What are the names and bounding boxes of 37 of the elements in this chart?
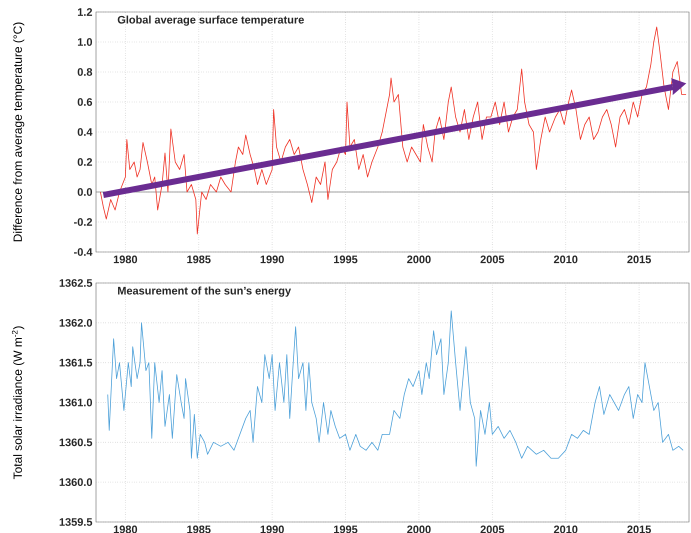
x-tick-label: 2010 xyxy=(554,256,578,264)
y-axis-title: Difference from average temperature (°C) xyxy=(13,22,24,242)
chart-title: Global average surface temperature xyxy=(118,16,304,26)
chart-title: Measurement of the sun’s energy xyxy=(118,286,292,297)
x-tick-label: 2010 xyxy=(554,526,578,533)
y-tick-label: 1362.0 xyxy=(60,318,92,327)
y-tick-label: 0.6 xyxy=(78,98,92,106)
x-tick-label: 2000 xyxy=(407,256,431,264)
y-tick-label: 1.0 xyxy=(78,38,92,46)
y-tick-label: 1361.0 xyxy=(60,398,92,406)
x-tick-label: 1980 xyxy=(114,256,138,264)
x-tick-label: 1985 xyxy=(187,526,211,533)
x-tick-label: 1995 xyxy=(334,256,358,264)
y-tick-label: 1360.5 xyxy=(60,438,92,446)
y-tick-label: 0.0 xyxy=(78,188,92,196)
x-tick-label: 2000 xyxy=(407,526,431,533)
y-tick-label: 1360.0 xyxy=(60,478,92,486)
y-tick-label: 0.8 xyxy=(78,68,92,76)
y-tick-label: -0.4 xyxy=(74,248,92,256)
y-tick-label: 1362.5 xyxy=(60,279,92,287)
y-tick-label: 1361.5 xyxy=(60,358,92,367)
x-tick-label: 2015 xyxy=(627,526,651,533)
x-tick-label: 2005 xyxy=(480,526,504,533)
x-tick-label: 1985 xyxy=(187,256,211,264)
x-tick-label: 2015 xyxy=(627,256,651,264)
y-tick-label: 1.2 xyxy=(78,8,92,16)
x-tick-label: 1990 xyxy=(260,256,284,264)
x-tick-label: 2005 xyxy=(480,256,504,264)
line-series xyxy=(100,26,686,234)
y-tick-label: 1359.5 xyxy=(60,518,92,526)
y-axis-title: Total solar irradiance (W m$^{-2}$) xyxy=(12,326,24,480)
x-tick-label: 1995 xyxy=(334,526,358,533)
x-tick-label: 1990 xyxy=(260,526,284,533)
y-tick-label: 0.2 xyxy=(78,158,92,166)
x-tick-label: 1980 xyxy=(114,526,138,533)
y-tick-label: -0.2 xyxy=(74,218,92,226)
y-tick-label: 0.4 xyxy=(78,128,92,136)
